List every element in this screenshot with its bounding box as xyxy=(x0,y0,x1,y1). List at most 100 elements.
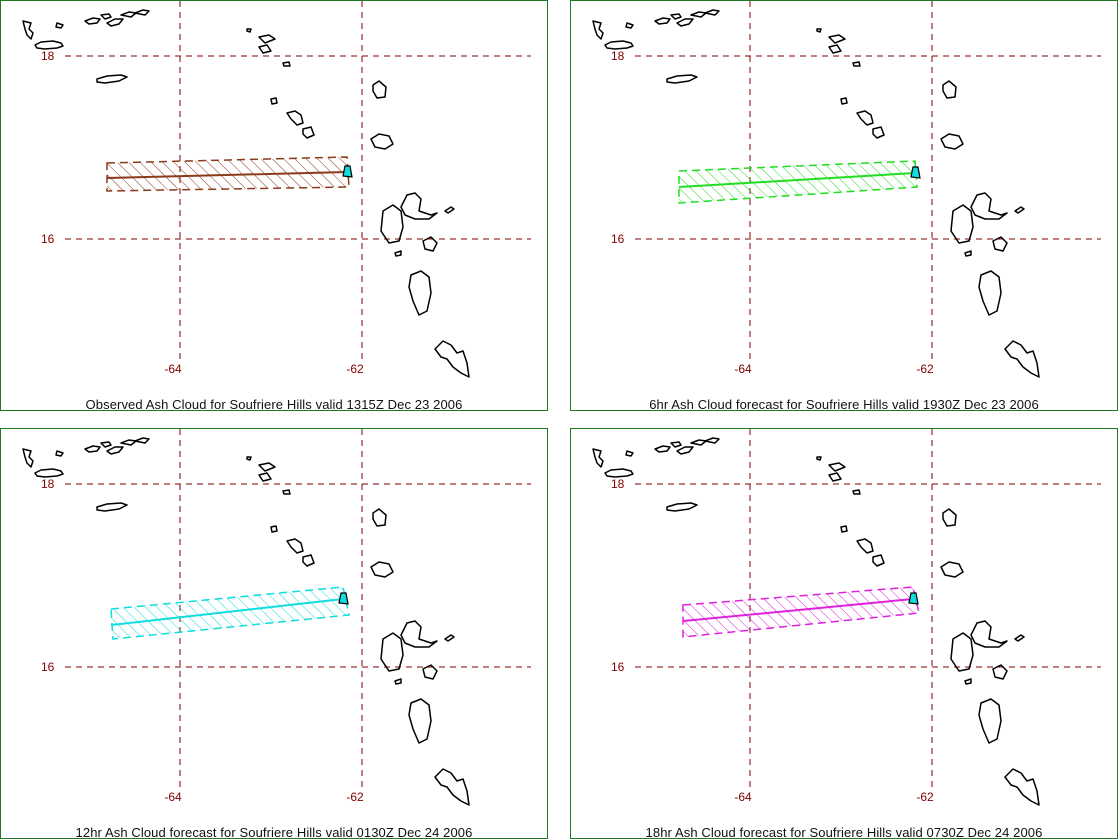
island-montserrat-small xyxy=(302,554,315,567)
island-speck xyxy=(55,22,64,29)
latitude-label-16: 16 xyxy=(611,660,625,674)
island-st-barts xyxy=(258,44,272,54)
island-antigua xyxy=(940,561,964,578)
island-speck xyxy=(625,22,634,29)
island-st-croix xyxy=(96,502,128,512)
island-virgin-4 xyxy=(120,439,137,446)
island-barbuda xyxy=(942,80,957,99)
island-les-saintes xyxy=(394,250,402,257)
island-saba xyxy=(852,61,861,67)
island-guadeloupe-west xyxy=(950,632,974,672)
longitude-label-64: -64 xyxy=(164,362,182,376)
island-redonda xyxy=(270,97,278,105)
island-montserrat-small xyxy=(872,554,885,567)
island-dominica xyxy=(978,270,1002,316)
island-virgin-2 xyxy=(670,13,682,20)
island-antigua xyxy=(940,133,964,150)
island-nevis xyxy=(856,110,874,126)
ash-cloud-axis xyxy=(106,171,348,179)
island-nevis xyxy=(286,110,304,126)
panel-caption: 18hr Ash Cloud forecast for Soufriere Hi… xyxy=(645,825,1043,839)
island-virgin-3 xyxy=(676,18,694,27)
island-martinique xyxy=(1004,340,1040,378)
island-redonda xyxy=(270,525,278,533)
island-martinique xyxy=(434,340,470,378)
island-st-martin xyxy=(828,34,846,44)
island-st-martin xyxy=(258,462,276,472)
ash-cloud-panel-observed: 18 16 -64 -62 Observed Ash Cloud for Soufri… xyxy=(0,0,548,411)
island-guadeloupe-east xyxy=(970,620,1008,648)
island-virgin-1 xyxy=(84,17,101,25)
ash-cloud-axis xyxy=(110,598,344,626)
island-small-west xyxy=(592,448,604,468)
island-st-croix xyxy=(96,74,128,84)
ash-cloud-area xyxy=(678,160,918,204)
island-redonda xyxy=(840,97,848,105)
ash-cloud-panel-18hr: 18 16 -64 -62 18hr Ash Cloud forecast for S… xyxy=(570,428,1118,839)
island-guadeloupe-east xyxy=(400,620,438,648)
island-st-croix xyxy=(666,502,698,512)
island-anguilla-dot xyxy=(246,456,252,461)
ash-cloud-panel-6hr: 18 16 -64 -62 6hr Ash Cloud forecast for So… xyxy=(570,0,1118,411)
island-redonda xyxy=(840,525,848,533)
island-virgin-1 xyxy=(654,17,671,25)
island-martinique xyxy=(1004,768,1040,806)
soufriere-hills-volcano-marker xyxy=(342,165,353,178)
ash-cloud-panel-12hr: 18 16 -64 -62 12hr Ash Cloud forecast for S… xyxy=(0,428,548,839)
island-virgin-2 xyxy=(670,441,682,448)
island-st-croix xyxy=(666,74,698,84)
longitude-label-62: -62 xyxy=(346,790,364,804)
island-virgin-5 xyxy=(704,437,720,444)
island-guadeloupe-west xyxy=(380,204,404,244)
island-virgin-3 xyxy=(676,446,694,455)
island-virgin-2 xyxy=(100,13,112,20)
island-dominica xyxy=(408,698,432,744)
island-puerto-rico-east xyxy=(604,40,634,50)
island-small-west xyxy=(592,20,604,40)
island-virgin-3 xyxy=(106,446,124,455)
latitude-label-18: 18 xyxy=(611,477,625,491)
latitude-label-18: 18 xyxy=(41,477,55,491)
island-marie-galante xyxy=(992,236,1008,252)
island-virgin-4 xyxy=(120,11,137,18)
panel-caption: 12hr Ash Cloud forecast for Soufriere Hi… xyxy=(75,825,473,839)
soufriere-hills-volcano-marker xyxy=(910,166,921,179)
island-st-martin xyxy=(828,462,846,472)
island-dominica xyxy=(978,698,1002,744)
longitude-label-64: -64 xyxy=(734,790,752,804)
island-puerto-rico-east xyxy=(34,40,64,50)
island-la-desirade xyxy=(444,206,455,214)
island-virgin-5 xyxy=(134,9,150,16)
island-anguilla-dot xyxy=(816,28,822,33)
map-6hr: 18 16 -64 -62 xyxy=(592,1,1101,378)
soufriere-hills-volcano-marker xyxy=(338,592,349,605)
island-st-martin xyxy=(258,34,276,44)
map-18hr: 18 16 -64 -62 xyxy=(592,429,1101,806)
island-les-saintes xyxy=(964,250,972,257)
ash-cloud-axis xyxy=(682,598,914,622)
island-st-barts xyxy=(258,472,272,482)
island-virgin-4 xyxy=(690,439,707,446)
island-montserrat-small xyxy=(872,126,885,139)
island-saba xyxy=(282,489,291,495)
island-puerto-rico-east xyxy=(604,468,634,478)
island-anguilla-dot xyxy=(816,456,822,461)
island-virgin-1 xyxy=(84,445,101,453)
island-antigua xyxy=(370,133,394,150)
map-12hr: 18 16 -64 -62 xyxy=(22,429,531,806)
island-guadeloupe-west xyxy=(380,632,404,672)
island-small-west xyxy=(22,20,34,40)
island-virgin-2 xyxy=(100,441,112,448)
island-barbuda xyxy=(372,80,387,99)
map-observed: 18 16 -64 -62 xyxy=(22,1,531,378)
island-small-west xyxy=(22,448,34,468)
island-marie-galante xyxy=(422,664,438,680)
island-dominica xyxy=(408,270,432,316)
longitude-label-62: -62 xyxy=(916,362,934,376)
island-guadeloupe-east xyxy=(970,192,1008,220)
island-montserrat-small xyxy=(302,126,315,139)
island-barbuda xyxy=(942,508,957,527)
latitude-label-18: 18 xyxy=(611,49,625,63)
island-st-barts xyxy=(828,472,842,482)
ash-cloud-area xyxy=(682,586,920,638)
